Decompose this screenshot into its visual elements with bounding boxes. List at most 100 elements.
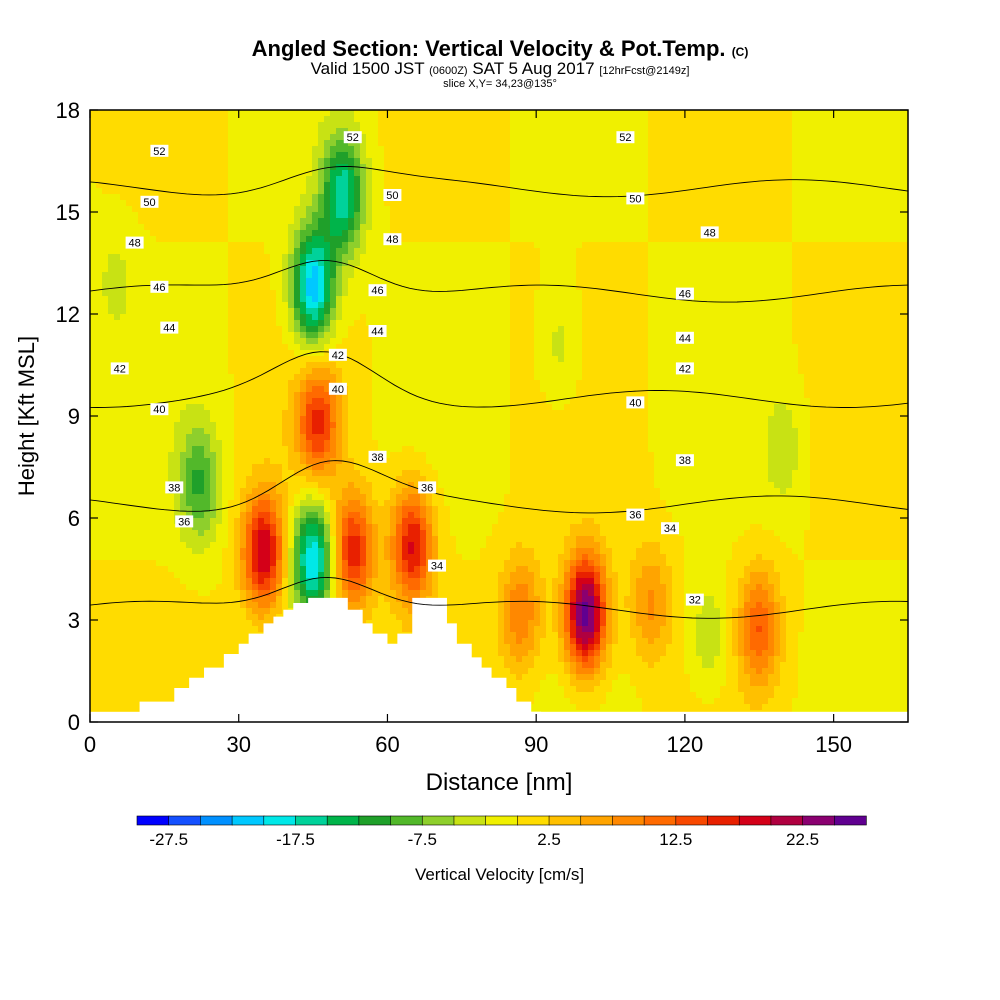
velocity-cell bbox=[834, 146, 841, 153]
velocity-cell bbox=[150, 170, 157, 177]
velocity-cell bbox=[552, 188, 559, 195]
velocity-cell bbox=[120, 314, 127, 321]
velocity-cell bbox=[180, 176, 187, 183]
velocity-cell bbox=[306, 128, 313, 135]
velocity-cell bbox=[456, 236, 463, 243]
velocity-cell bbox=[198, 206, 205, 213]
velocity-cell bbox=[156, 140, 163, 147]
velocity-cell bbox=[276, 326, 283, 333]
velocity-cell bbox=[678, 248, 685, 255]
velocity-cell bbox=[234, 110, 241, 117]
velocity-cell bbox=[618, 284, 625, 291]
velocity-cell bbox=[420, 170, 427, 177]
velocity-cell bbox=[546, 194, 553, 201]
velocity-cell bbox=[798, 164, 805, 171]
velocity-cell bbox=[678, 176, 685, 183]
velocity-cell bbox=[396, 326, 403, 333]
velocity-cell bbox=[810, 320, 817, 327]
valid-zulu: (0600Z) bbox=[429, 65, 468, 77]
velocity-cell bbox=[90, 320, 97, 327]
velocity-cell bbox=[648, 308, 655, 315]
velocity-cell bbox=[144, 176, 151, 183]
velocity-cell bbox=[240, 254, 247, 261]
velocity-cell bbox=[324, 122, 331, 129]
velocity-cell bbox=[900, 152, 907, 159]
velocity-cell bbox=[870, 254, 877, 261]
velocity-cell bbox=[372, 314, 379, 321]
velocity-cell bbox=[210, 218, 217, 225]
velocity-cell bbox=[408, 110, 415, 117]
velocity-cell bbox=[894, 236, 901, 243]
velocity-cell bbox=[306, 188, 313, 195]
velocity-cell bbox=[504, 206, 511, 213]
velocity-cell bbox=[312, 320, 319, 327]
velocity-cell bbox=[216, 200, 223, 207]
velocity-cell bbox=[552, 134, 559, 141]
velocity-cell bbox=[690, 224, 697, 231]
velocity-cell bbox=[228, 224, 235, 231]
velocity-cell bbox=[834, 242, 841, 249]
velocity-cell bbox=[840, 266, 847, 273]
velocity-cell bbox=[684, 284, 691, 291]
velocity-cell bbox=[240, 260, 247, 267]
velocity-cell bbox=[318, 314, 325, 321]
velocity-cell bbox=[132, 158, 139, 165]
velocity-cell bbox=[816, 296, 823, 303]
velocity-cell bbox=[900, 296, 907, 303]
velocity-cell bbox=[522, 122, 529, 129]
velocity-cell bbox=[744, 140, 751, 147]
velocity-cell bbox=[780, 188, 787, 195]
velocity-cell bbox=[204, 278, 211, 285]
velocity-cell bbox=[498, 140, 505, 147]
velocity-cell bbox=[516, 236, 523, 243]
velocity-cell bbox=[798, 122, 805, 129]
velocity-cell bbox=[672, 284, 679, 291]
valid-date: SAT 5 Aug 2017 bbox=[472, 59, 595, 78]
velocity-cell bbox=[144, 152, 151, 159]
velocity-cell bbox=[426, 158, 433, 165]
velocity-cell bbox=[798, 200, 805, 207]
velocity-cell bbox=[690, 134, 697, 141]
velocity-cell bbox=[456, 176, 463, 183]
velocity-cell bbox=[252, 158, 259, 165]
velocity-cell bbox=[756, 176, 763, 183]
velocity-cell bbox=[720, 146, 727, 153]
velocity-cell bbox=[528, 200, 535, 207]
velocity-cell bbox=[210, 296, 217, 303]
velocity-cell bbox=[450, 290, 457, 297]
velocity-cell bbox=[366, 218, 373, 225]
velocity-cell bbox=[900, 110, 907, 117]
velocity-cell bbox=[480, 296, 487, 303]
velocity-cell bbox=[666, 176, 673, 183]
velocity-cell bbox=[864, 266, 871, 273]
velocity-cell bbox=[432, 170, 439, 177]
velocity-cell bbox=[282, 170, 289, 177]
velocity-cell bbox=[714, 170, 721, 177]
velocity-cell bbox=[384, 326, 391, 333]
velocity-cell bbox=[216, 128, 223, 135]
velocity-cell bbox=[144, 134, 151, 141]
velocity-cell bbox=[438, 278, 445, 285]
velocity-cell bbox=[276, 140, 283, 147]
velocity-cell bbox=[780, 146, 787, 153]
velocity-cell bbox=[852, 146, 859, 153]
velocity-cell bbox=[510, 200, 517, 207]
velocity-cell bbox=[102, 122, 109, 129]
velocity-cell bbox=[798, 284, 805, 291]
velocity-cell bbox=[738, 224, 745, 231]
velocity-cell bbox=[396, 200, 403, 207]
velocity-cell bbox=[492, 122, 499, 129]
velocity-cell bbox=[210, 116, 217, 123]
velocity-cell bbox=[336, 326, 343, 333]
velocity-cell bbox=[696, 272, 703, 279]
velocity-cell bbox=[360, 170, 367, 177]
velocity-cell bbox=[246, 230, 253, 237]
velocity-cell bbox=[420, 296, 427, 303]
velocity-cell bbox=[444, 224, 451, 231]
velocity-cell bbox=[342, 122, 349, 129]
velocity-cell bbox=[324, 146, 331, 153]
velocity-cell bbox=[606, 260, 613, 267]
velocity-cell bbox=[180, 224, 187, 231]
velocity-cell bbox=[234, 218, 241, 225]
velocity-cell bbox=[492, 134, 499, 141]
